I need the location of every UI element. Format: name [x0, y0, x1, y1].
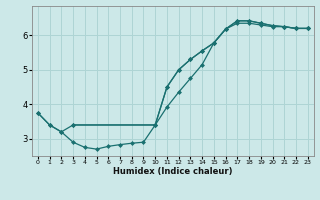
X-axis label: Humidex (Indice chaleur): Humidex (Indice chaleur) — [113, 167, 233, 176]
